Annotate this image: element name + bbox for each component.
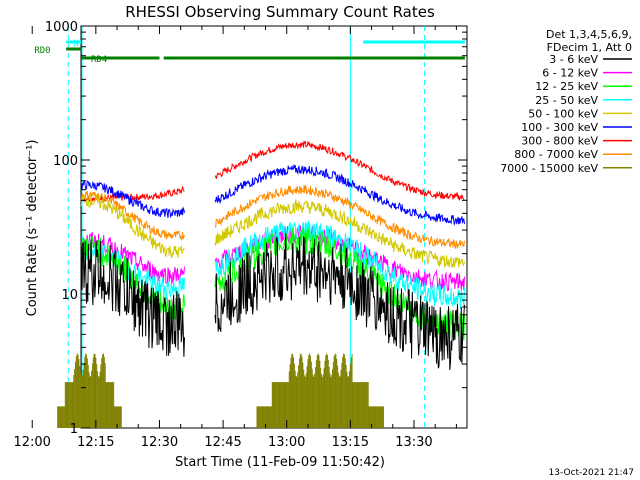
y-tick-label: 1	[70, 422, 78, 437]
legend-entry-label: 300 - 800 keV	[521, 135, 598, 148]
legend-entry-label: 25 - 50 keV	[535, 94, 598, 107]
series-line	[80, 183, 465, 249]
flag-label: RD0	[34, 46, 50, 56]
flag-label: RD4	[91, 55, 107, 65]
x-tick-label: 12:00	[13, 435, 50, 450]
legend-entry-label: 800 - 7000 keV	[514, 148, 598, 161]
series-line	[80, 193, 465, 268]
vertical-markers	[67, 26, 426, 428]
x-tick-label: 13:00	[268, 435, 305, 450]
y-tick-label: 10	[61, 288, 78, 303]
y-tick-label: 1000	[45, 20, 78, 35]
flag-label: N	[73, 39, 78, 49]
legend-header: FDecim 1, Att 0	[547, 41, 632, 54]
legend: Det 1,3,4,5,6,9,FDecim 1, Att 03 - 6 keV…	[500, 28, 632, 175]
x-tick-label: 13:15	[332, 435, 369, 450]
legend-entry-label: 6 - 12 keV	[542, 67, 598, 80]
series-line	[80, 163, 465, 226]
legend-entry-label: 12 - 25 keV	[535, 80, 598, 93]
y-axis: 1 10 100 1000	[45, 20, 467, 437]
legend-header: Det 1,3,4,5,6,9,	[546, 28, 632, 41]
x-tick-label: 12:15	[77, 435, 114, 450]
x-axis: 12:00 12:15 12:30 12:45 13:00 13:15 13:30	[13, 26, 457, 450]
x-tick-label: 12:30	[141, 435, 178, 450]
chart-title: RHESSI Observing Summary Count Rates	[125, 3, 435, 21]
attenuator-hatches	[57, 353, 384, 428]
footer-timestamp: 13-Oct-2021 21:47	[549, 468, 634, 478]
x-axis-label: Start Time (11-Feb-09 11:50:42)	[175, 455, 385, 470]
series-layer	[80, 140, 465, 371]
flag-bars: N RD0 RD4	[34, 39, 465, 65]
series-line	[80, 233, 465, 371]
legend-entry-label: 7000 - 15000 keV	[500, 162, 598, 175]
y-tick-label: 100	[53, 154, 78, 169]
x-tick-label: 12:45	[204, 435, 241, 450]
y-axis-label: Count Rate (s⁻¹ detector⁻¹)	[25, 140, 40, 317]
x-tick-label: 13:30	[395, 435, 432, 450]
legend-entry-label: 3 - 6 keV	[549, 53, 598, 66]
legend-entry-label: 50 - 100 keV	[528, 107, 598, 120]
legend-entry-label: 100 - 300 keV	[521, 121, 598, 134]
